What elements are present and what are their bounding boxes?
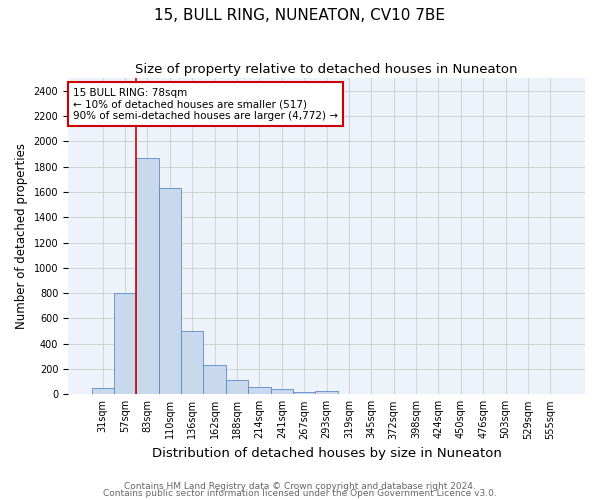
Title: Size of property relative to detached houses in Nuneaton: Size of property relative to detached ho…	[135, 62, 518, 76]
Text: 15, BULL RING, NUNEATON, CV10 7BE: 15, BULL RING, NUNEATON, CV10 7BE	[155, 8, 445, 22]
Text: Contains HM Land Registry data © Crown copyright and database right 2024.: Contains HM Land Registry data © Crown c…	[124, 482, 476, 491]
Bar	[136, 158, 158, 394]
Text: Contains public sector information licensed under the Open Government Licence v3: Contains public sector information licen…	[103, 489, 497, 498]
Text: 15 BULL RING: 78sqm
← 10% of detached houses are smaller (517)
90% of semi-detac: 15 BULL RING: 78sqm ← 10% of detached ho…	[73, 88, 338, 120]
Bar	[114, 293, 136, 394]
Bar	[248, 388, 271, 394]
Bar	[316, 391, 338, 394]
Bar	[293, 392, 316, 394]
Bar	[271, 389, 293, 394]
X-axis label: Distribution of detached houses by size in Nuneaton: Distribution of detached houses by size …	[152, 447, 502, 460]
Bar	[92, 388, 114, 394]
Bar	[181, 331, 203, 394]
Bar	[203, 364, 226, 394]
Bar	[226, 380, 248, 394]
Bar	[158, 188, 181, 394]
Y-axis label: Number of detached properties: Number of detached properties	[15, 143, 28, 329]
